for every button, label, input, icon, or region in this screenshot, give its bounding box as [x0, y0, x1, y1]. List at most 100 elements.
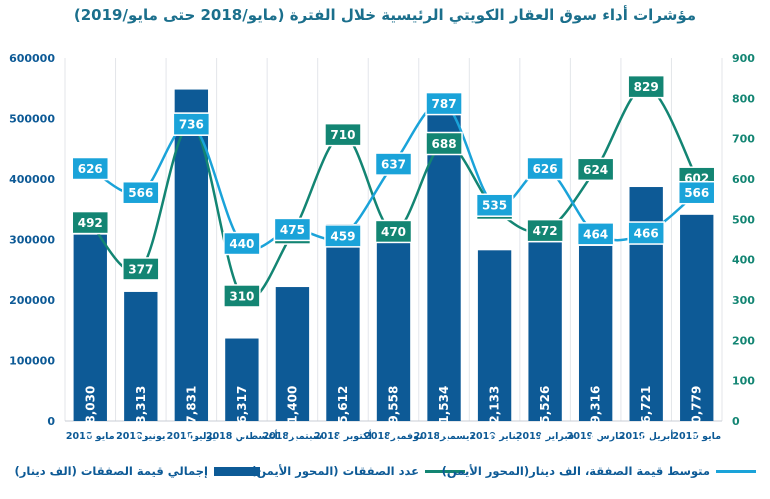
x-axis-tick-label: ديسمبر2018 — [414, 431, 475, 442]
average-marker — [223, 231, 261, 256]
x-axis-tick-label: يناير 2019 — [469, 431, 519, 442]
legend-item-average: متوسط قيمة الصفقة، الف دينار(المحور الأي… — [442, 460, 756, 482]
bar-value-label: 282,133 — [488, 386, 502, 441]
average-marker — [425, 91, 463, 116]
bar-value-label: 325,612 — [336, 386, 350, 441]
bar — [578, 245, 613, 421]
left-axis-tick-label: 100000 — [9, 355, 55, 368]
right-axis-tick-label: 800 — [732, 92, 755, 105]
bar — [326, 224, 360, 421]
average-marker — [677, 180, 716, 205]
legend-swatch-bars — [214, 466, 260, 476]
x-axis-tick-label: نوفمبر2018 — [364, 431, 422, 442]
x-axis-tick-label: مايو 2019 — [672, 431, 721, 442]
average-marker — [526, 156, 564, 181]
right-axis-tick-label: 400 — [732, 254, 755, 267]
legend-label-average: متوسط قيمة الصفقة، الف دينار(المحور الأي… — [441, 464, 710, 478]
legend-item-bars: إجمالي قيمة الصفقات (الف دينار) — [15, 460, 260, 482]
left-axis-tick-label: 600000 — [9, 52, 55, 65]
count-marker — [374, 219, 413, 244]
bar — [477, 250, 512, 421]
count-marker — [324, 122, 362, 147]
average-value-label: 440 — [229, 237, 254, 251]
bar-value-label: 299,558 — [387, 386, 401, 441]
right-axis-tick-label: 500 — [732, 213, 755, 226]
count-value-label: 624 — [583, 163, 608, 177]
x-axis-tick-label: أغسطس 2018 — [206, 429, 278, 442]
bar — [680, 214, 714, 421]
count-marker — [425, 131, 463, 156]
average-marker — [576, 222, 615, 246]
bar-value-label: 136,317 — [235, 386, 249, 441]
average-value-label: 475 — [280, 223, 305, 237]
average-value-label: 464 — [583, 227, 608, 241]
bar — [124, 291, 158, 421]
average-marker — [475, 193, 514, 217]
average-value-label: 637 — [381, 158, 406, 172]
bar — [376, 239, 411, 421]
axes: 0 100000 200000 300000 400000 500000 600000 0 10… — [9, 52, 755, 442]
legend-item-count: عدد الصفقات (المحور الأيمن) — [251, 460, 465, 482]
average-marker — [324, 224, 362, 248]
average-value-label: 787 — [432, 97, 457, 111]
bar-value-label: 547,831 — [184, 386, 198, 441]
average-marker — [71, 156, 110, 181]
average-value-label: 566 — [684, 186, 709, 200]
average-value-label: 566 — [128, 186, 153, 200]
data-labels: 308,030 213,313 547,831 136,317 221,400 325,6… — [71, 74, 716, 441]
bar-value-label: 295,526 — [538, 386, 552, 441]
bar — [225, 338, 259, 421]
x-axis-tick-label: سبتمبر2018 — [263, 431, 323, 442]
left-axis-tick-label: 500000 — [9, 113, 55, 126]
average-value-label: 626 — [78, 162, 103, 176]
bar-value-label: 340,779 — [690, 386, 704, 441]
right-axis-tick-label: 300 — [732, 294, 755, 307]
count-value-label: 310 — [229, 289, 254, 303]
x-axis-tick-label: يونيو2018 — [116, 431, 165, 442]
chart-title: مؤشرات أداء سوق العقار الكويتي الرئيسية … — [73, 6, 697, 24]
bar — [275, 287, 310, 421]
count-value-label: 472 — [533, 224, 558, 238]
bar-series — [73, 89, 714, 421]
x-axis-tick-label: مارس 2019 — [567, 431, 625, 442]
average-value-label: 736 — [179, 118, 204, 132]
bar — [73, 234, 107, 421]
average-value-label: 459 — [330, 229, 355, 243]
x-axis-tick-label: فبراير 2019 — [516, 431, 575, 442]
bar-value-label: 308,030 — [83, 386, 97, 441]
count-value-label: 829 — [634, 80, 659, 94]
count-marker — [223, 284, 261, 308]
left-axis-tick-label: 200000 — [9, 294, 55, 307]
left-axis-tick-label: 300000 — [9, 234, 55, 247]
count-value-label: 492 — [78, 216, 103, 230]
chart-svg: 0 100000 200000 300000 400000 500000 600000 0 10… — [9, 52, 755, 442]
right-axis-tick-label: 600 — [732, 173, 755, 186]
right-axis-tick-label: 700 — [732, 133, 755, 146]
average-marker — [627, 221, 665, 245]
left-axis-tick-label: 400000 — [9, 173, 55, 186]
right-axis-tick-label: 900 — [732, 52, 755, 65]
average-marker — [172, 112, 211, 136]
legend-swatch-average — [716, 469, 756, 473]
right-axis-tick-label: 200 — [732, 334, 755, 347]
x-axis-tick-label: مايو 2018 — [66, 431, 115, 442]
average-marker — [273, 217, 312, 242]
legend-label-bars: إجمالي قيمة الصفقات (الف دينار) — [14, 464, 208, 478]
count-marker — [526, 218, 564, 243]
average-value-label: 466 — [634, 227, 659, 241]
x-axis-tick-label: يوليو2018 — [167, 431, 216, 442]
bar-value-label: 221,400 — [285, 386, 299, 441]
bar — [528, 242, 562, 421]
count-value-label: 470 — [381, 225, 406, 239]
count-marker — [122, 257, 160, 281]
count-marker — [627, 74, 665, 99]
legend-label-count: عدد الصفقات (المحور الأيمن) — [251, 464, 419, 478]
bar-value-label: 289,316 — [589, 386, 603, 441]
bar-value-label: 541,534 — [437, 386, 451, 441]
average-marker — [374, 152, 413, 176]
count-value-label: 688 — [432, 137, 457, 151]
bar-value-label: 213,313 — [134, 386, 148, 441]
average-value-label: 626 — [533, 162, 558, 176]
x-axis-tick-label: أبريل 2019 — [619, 429, 674, 442]
right-axis-tick-label: 0 — [732, 415, 740, 428]
